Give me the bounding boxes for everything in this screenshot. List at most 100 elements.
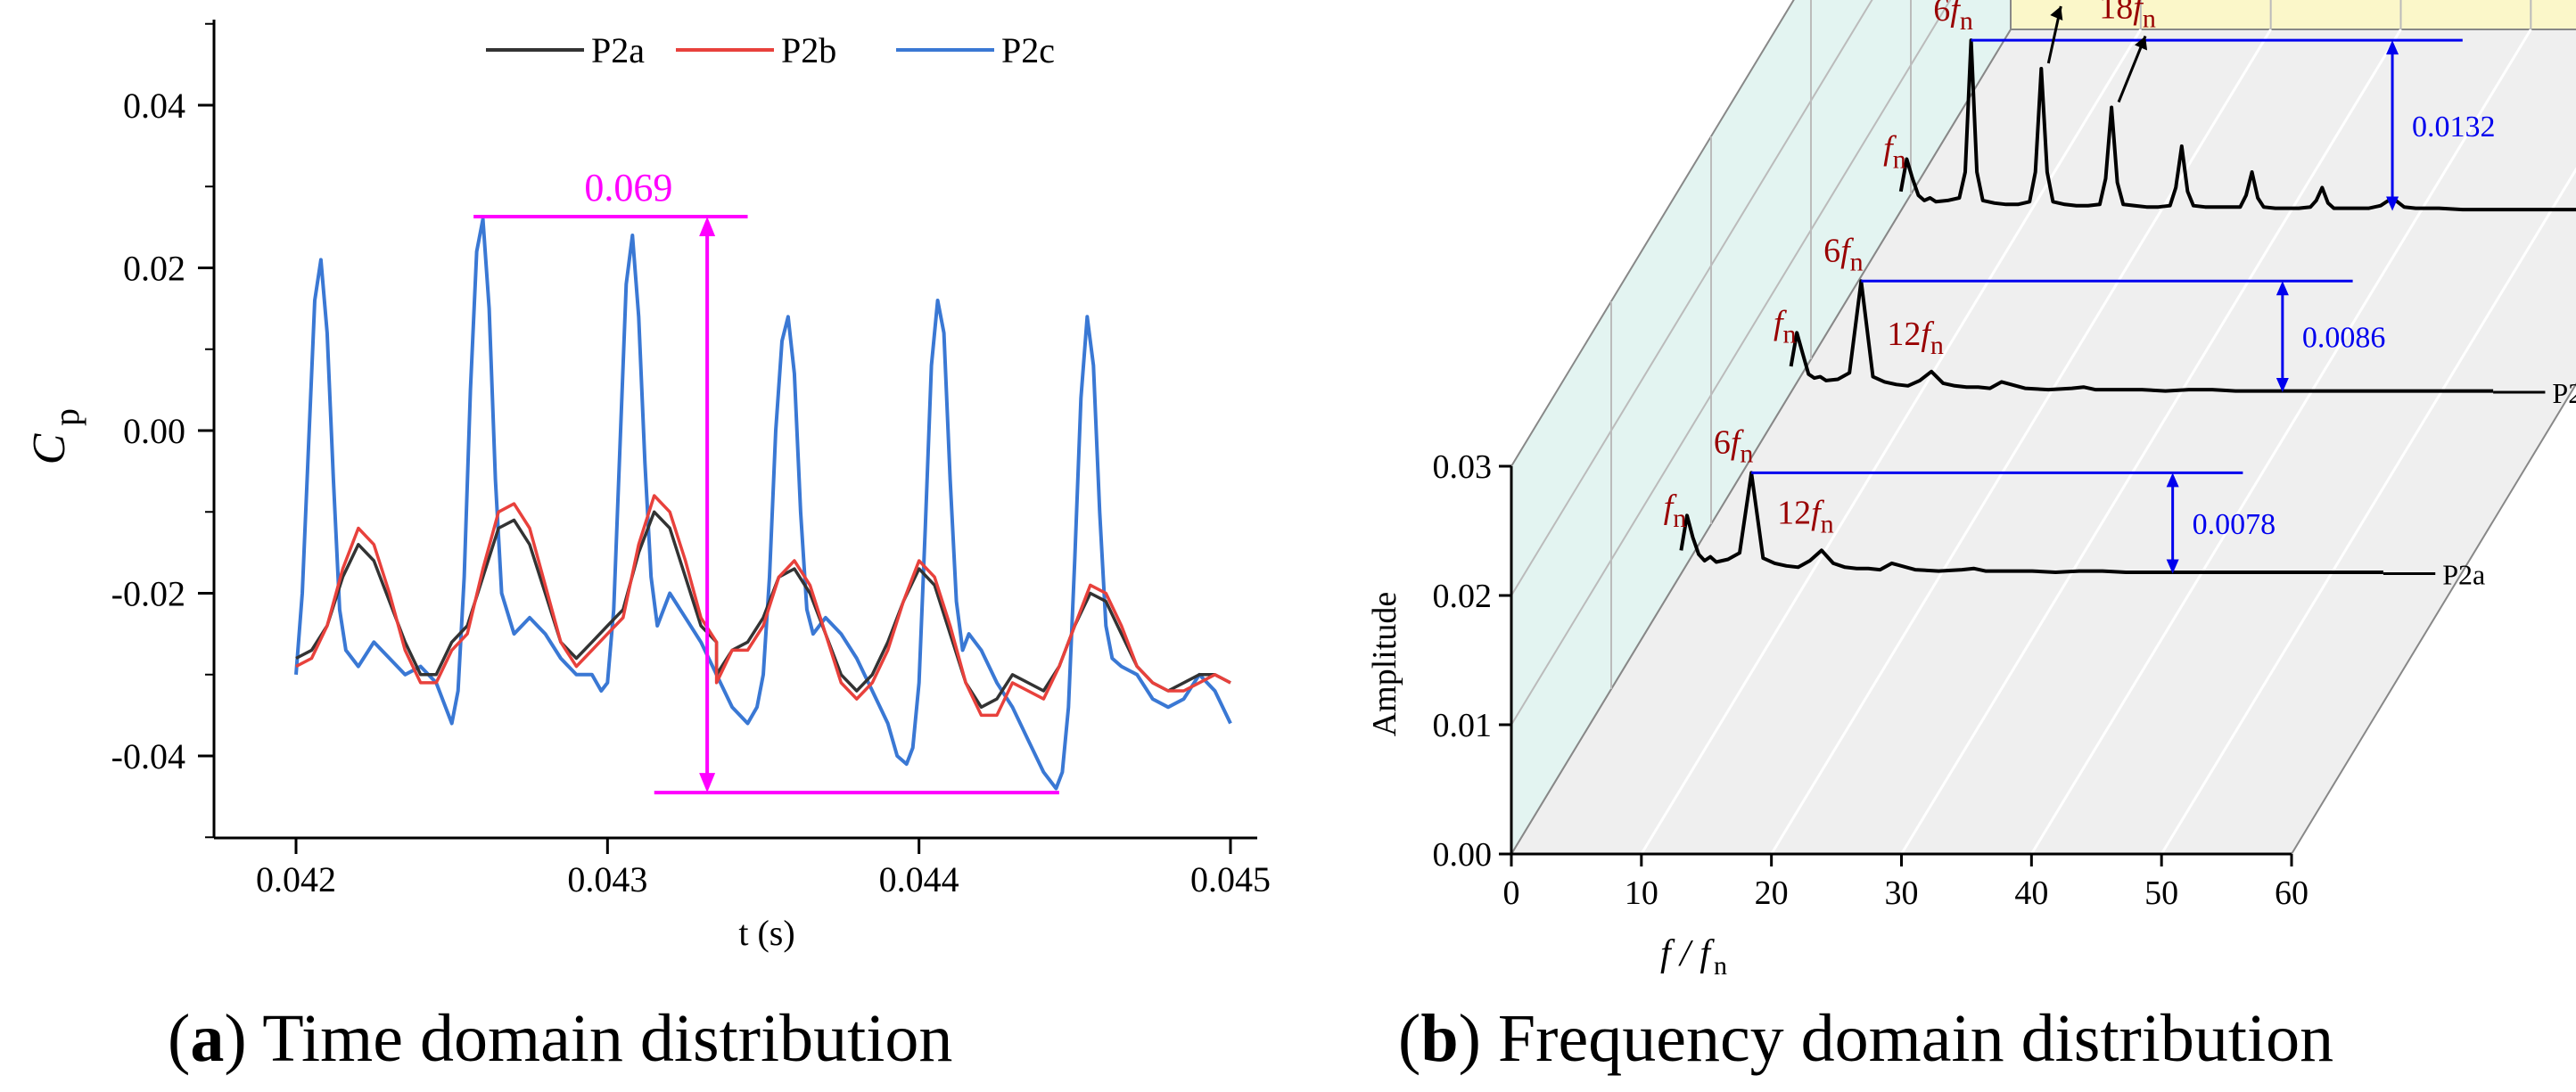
peak-label: 18fn — [2099, 0, 2156, 34]
peak-label-multiplier: 12 — [1777, 494, 1811, 531]
svg-text:n: n — [1714, 951, 1727, 981]
peak-label-multiplier: 6 — [1933, 0, 1950, 29]
x-tick-label: 40 — [2014, 874, 2048, 912]
x-axis-label-sub: n — [1714, 951, 1727, 981]
peak-label-multiplier: 18 — [2099, 0, 2133, 27]
trace-p2b — [1789, 279, 2494, 393]
trace-p2a — [1679, 471, 2383, 574]
x-tick-label: 30 — [1885, 874, 1919, 912]
caption-a: (a) Time domain distribution — [168, 1001, 952, 1076]
series-lines — [294, 217, 1232, 791]
y-tick-label: 0.02 — [123, 249, 185, 289]
floor-grid-line — [1900, 29, 2402, 855]
peak-arrow-head-down-p2b — [2276, 378, 2289, 392]
peak-arrow-head-down-p2a — [2166, 559, 2179, 574]
series-line-p2c — [294, 217, 1232, 791]
floor-grid-line — [1770, 29, 2272, 855]
y-axis-label-main: C — [24, 432, 75, 464]
trace-name-p2b: P2b — [2552, 377, 2576, 409]
y-tick-labels: 0.04 0.02 0.00 -0.02 -0.04 — [111, 22, 214, 839]
svg-text:p: p — [46, 408, 86, 426]
peak-label-subscript: n — [1783, 320, 1797, 349]
floor-grid-line — [2160, 167, 2576, 855]
peak-label-subscript: n — [1893, 144, 1906, 174]
legend-label-p2a: P2a — [591, 30, 645, 70]
side-grid-line — [1510, 0, 1952, 726]
peak-label-subscript: n — [1673, 504, 1686, 533]
side-grid-line — [1510, 0, 1873, 596]
peak-label-subscript: n — [1960, 6, 1973, 36]
peak-label-subscript: n — [2143, 4, 2156, 34]
caption-b: (b) Frequency domain distribution — [1398, 1001, 2333, 1076]
y-tick-label: 0.04 — [123, 86, 185, 126]
peak-label-subscript: n — [1930, 331, 1944, 360]
annotation-arrow-head-down — [699, 773, 716, 793]
x-tick-label: 0.042 — [256, 859, 336, 899]
caption-b-tag: b — [1420, 1001, 1458, 1076]
y-tick-label: 0.00 — [123, 411, 185, 451]
trace-p2c — [1898, 38, 2576, 212]
peak-amplitude-label-p2b: 0.0086 — [2302, 322, 2386, 355]
legend-label-p2b: P2b — [781, 30, 836, 70]
x-tick-label: 0 — [1503, 874, 1520, 912]
y-tick-label: 0.00 — [1433, 836, 1493, 874]
peak-amplitude-label-p2c: 0.0132 — [2412, 111, 2496, 144]
svg-text:f / f: f / f — [1660, 933, 1715, 974]
range-annotation: 0.069 — [473, 166, 1059, 795]
floor-grid-line — [1640, 29, 2143, 855]
peak-pointer-head — [2135, 36, 2148, 51]
y-tick-label: -0.02 — [111, 574, 185, 614]
series-line-p2b — [295, 494, 1231, 718]
peak-arrow-head-up-p2b — [2276, 281, 2289, 296]
x-axis-label-main: f / f — [1660, 933, 1715, 974]
peak-label-subscript: n — [1850, 247, 1864, 276]
x-tick-label: 20 — [1755, 874, 1789, 912]
y-axis-label-sub: p — [46, 408, 86, 426]
peak-arrow-head-down-p2c — [2386, 196, 2399, 211]
peak-label: 12fn — [1777, 494, 1834, 538]
y-tick-label: 0.01 — [1433, 707, 1493, 744]
legend: P2a P2b P2c — [486, 30, 1055, 70]
peak-amplitude-label-p2a: 0.0078 — [2193, 508, 2276, 541]
grid-lines — [1510, 0, 2576, 855]
y-axis-label: Amplitude — [1366, 592, 1403, 737]
time-domain-chart: 0.042 0.043 0.044 0.045 0.04 0.02 0.00 -0.02 -0… — [24, 20, 1271, 953]
peak-label-subscript: n — [1740, 439, 1753, 468]
peak-label-subscript: n — [2058, 0, 2071, 4]
caption-a-text: ) Time domain distribution — [224, 1001, 952, 1076]
y-tick-label: -0.04 — [111, 736, 185, 776]
x-tick-labels: 0.042 0.043 0.044 0.045 — [256, 838, 1271, 899]
back-wall — [2010, 0, 2576, 30]
x-axis-label: t (s) — [738, 913, 794, 953]
y-tick-label: 0.02 — [1433, 578, 1493, 615]
x-tick-label: 0.043 — [567, 859, 647, 899]
annotation-arrow-head-up — [699, 217, 716, 237]
peak-arrow-head-up-p2c — [2386, 40, 2399, 55]
x-tick-label: 50 — [2144, 874, 2178, 912]
peak-label-subscript: n — [1821, 509, 1834, 538]
peak-label-multiplier: 12 — [1887, 316, 1921, 353]
y-tick-label: 0.03 — [1433, 448, 1493, 486]
caption-b-text: ) Frequency domain distribution — [1459, 1001, 2334, 1076]
frequency-domain-chart: P2c0.0132fn6fn12fn18fnP2b0.0086fn6fn12fn… — [1366, 0, 2576, 981]
x-tick-label: 60 — [2275, 874, 2309, 912]
peak-pointer-head — [2050, 6, 2063, 21]
peak-label: 6fn — [1933, 0, 1973, 36]
x-tick-label: 0.044 — [879, 859, 959, 899]
caption-a-tag: a — [190, 1001, 224, 1076]
legend-label-p2c: P2c — [1001, 30, 1055, 70]
axes: 0 10 20 30 40 50 60 0.00 0.01 0.02 0.03 — [1433, 448, 2309, 912]
y-axis-label: C p — [24, 408, 86, 464]
x-tick-label: 10 — [1625, 874, 1658, 912]
peak-label: 6fn — [1823, 232, 1864, 276]
trace-name-p2a: P2a — [2442, 559, 2485, 591]
floor-grid-line — [2030, 29, 2532, 855]
peak-label: 12fn — [2015, 0, 2072, 4]
peak-label-multiplier: 6 — [1823, 232, 1840, 269]
peak-label-multiplier: 6 — [1714, 423, 1731, 461]
x-axis-label: f / f n — [1660, 933, 1727, 981]
annotation-label: 0.069 — [584, 166, 672, 209]
x-tick-label: 0.045 — [1190, 859, 1271, 899]
peak-arrow-head-up-p2a — [2166, 472, 2179, 488]
